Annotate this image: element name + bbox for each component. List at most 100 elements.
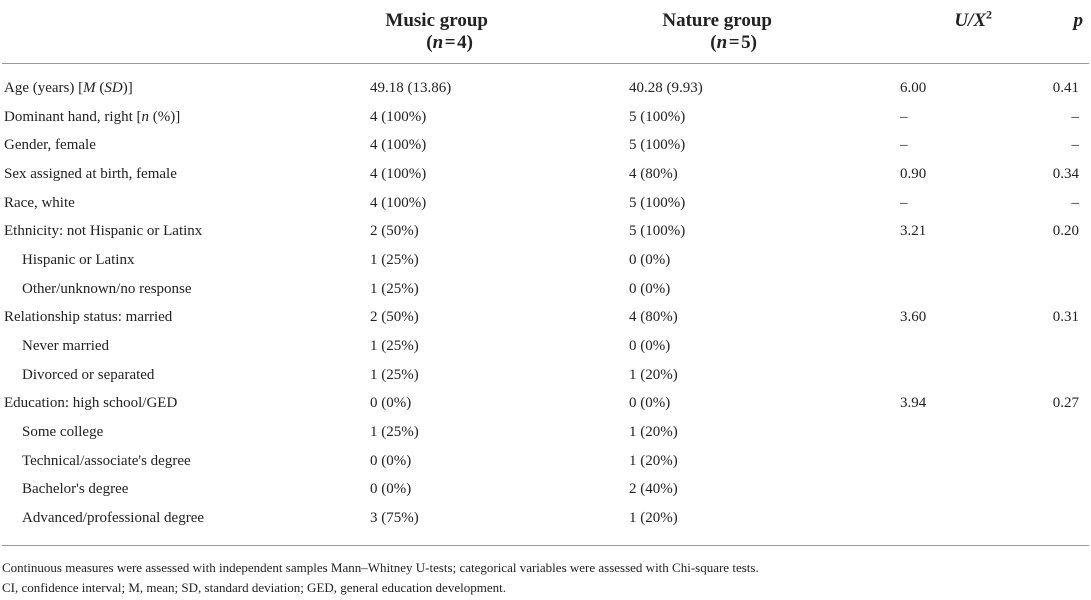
cell-p-value: [998, 447, 1089, 476]
row-label: Ethnicity: not Hispanic or Latinx: [4, 223, 203, 240]
cell-u-statistic: [886, 504, 998, 547]
table-note-2: CI, confidence interval; M, mean; SD, st…: [2, 580, 506, 595]
header-nature-n-text: (n = 5): [710, 32, 757, 53]
row-label: Sex assigned at birth, female: [4, 165, 177, 182]
row-label: Hispanic or Latinx: [22, 251, 135, 268]
cell-p-value: [998, 504, 1089, 547]
table-row: Hispanic or Latinx 1 (25%) 0 (0%): [2, 246, 1089, 275]
cell-music: 1 (25%): [370, 366, 419, 383]
cell-p-value: [998, 361, 1089, 390]
cell-music: 0 (0%): [370, 452, 412, 469]
cell-u-statistic: 3.60: [900, 309, 927, 326]
header-blank-4: [998, 32, 1089, 64]
cell-p-value: [998, 418, 1089, 447]
header-u-text: U/X: [954, 10, 986, 31]
cell-u-statistic: [886, 332, 998, 361]
cell-nature: 0 (0%): [629, 338, 671, 355]
header-u-superscript: 2: [986, 7, 992, 22]
table-row: Never married 1 (25%) 0 (0%): [2, 332, 1089, 361]
row-label: Other/unknown/no response: [22, 280, 192, 297]
cell-nature: 5 (100%): [629, 137, 686, 154]
table-row: Divorced or separated 1 (25%) 1 (20%): [2, 361, 1089, 390]
row-label: Never married: [22, 338, 110, 355]
cell-music: 2 (50%): [370, 309, 419, 326]
row-label: Gender, female: [4, 137, 96, 154]
cell-p-value: –: [1071, 108, 1080, 125]
cell-nature: 1 (20%): [600, 504, 886, 547]
cell-nature: 1 (20%): [629, 452, 678, 469]
cell-music: 1 (25%): [370, 424, 419, 441]
cell-nature: 5 (100%): [629, 194, 686, 211]
cell-u-statistic: [886, 361, 998, 390]
cell-nature: 40.28 (9.93): [629, 79, 703, 96]
cell-music: 1 (25%): [370, 280, 419, 297]
cell-music: 4 (100%): [370, 194, 427, 211]
header-music-group: Music group: [385, 10, 488, 31]
row-label: Advanced/professional degree: [2, 504, 310, 547]
cell-p-value: [998, 332, 1089, 361]
cell-p-value: [998, 476, 1089, 505]
cell-music: 4 (100%): [370, 108, 427, 125]
cell-u-statistic: 6.00: [900, 79, 927, 96]
table-note-1: Continuous measures were assessed with i…: [2, 560, 759, 575]
cell-p-value: 0.31: [1052, 309, 1079, 326]
cell-p-value: 0.27: [1052, 395, 1079, 412]
cell-p-value: [998, 246, 1089, 275]
cell-nature: 0 (0%): [629, 395, 671, 412]
table-row: Technical/associate's degree 0 (0%) 1 (20%…: [2, 447, 1089, 476]
cell-u-statistic: [886, 418, 998, 447]
table-notes: Continuous measures were assessed with i…: [2, 558, 759, 598]
cell-nature: 1 (20%): [629, 424, 678, 441]
cell-p-value: 0.34: [1052, 165, 1079, 182]
cell-u-statistic: [886, 447, 998, 476]
table-row: Race, white 4 (100%) 5 (100%) – –: [2, 189, 1089, 218]
cell-music: 1 (25%): [370, 251, 419, 268]
cell-p-value: 0.20: [1052, 223, 1079, 240]
table-row: Education: high school/GED 0 (0%) 0 (0%) 3.…: [2, 390, 1089, 419]
cell-u-statistic: 3.94: [900, 395, 927, 412]
row-label: Age (years) [M (SD)]: [4, 79, 133, 96]
table-row: Sex assigned at birth, female 4 (100%) 4 (…: [2, 160, 1089, 189]
table-row: Relationship status: married 2 (50%) 4 (80…: [2, 304, 1089, 333]
header-blank: [2, 0, 310, 32]
cell-music: 3 (75%): [310, 504, 600, 547]
header-nature-group: Nature group: [662, 10, 772, 31]
row-label: Dominant hand, right [n (%)]: [4, 108, 181, 125]
table-row: Other/unknown/no response 1 (25%) 0 (0%): [2, 275, 1089, 304]
cell-nature: 5 (100%): [629, 223, 686, 240]
table-row: Gender, female 4 (100%) 5 (100%) – –: [2, 131, 1089, 160]
table-body: Age (years) [M (SD)] 49.18 (13.86) 40.28 (…: [2, 64, 1089, 547]
cell-u-statistic: –: [900, 108, 908, 125]
table-row: Dominant hand, right [n (%)] 4 (100%) 5 (1…: [2, 103, 1089, 132]
row-label: Race, white: [4, 194, 75, 211]
table-row: Some college 1 (25%) 1 (20%): [2, 418, 1089, 447]
cell-u-statistic: 3.21: [900, 223, 927, 240]
cell-u-statistic: [886, 246, 998, 275]
cell-nature: 2 (40%): [629, 481, 678, 498]
cell-music: 2 (50%): [370, 223, 419, 240]
cell-u-statistic: [886, 476, 998, 505]
header-p-value: p: [1073, 10, 1084, 31]
cell-nature: 4 (80%): [629, 165, 678, 182]
cell-p-value: [998, 275, 1089, 304]
header-nature-n: (n = 5): [600, 32, 886, 64]
cell-music: 0 (0%): [370, 481, 412, 498]
demographics-table: Music group Nature group U/X2 p (n = 4) …: [2, 0, 1089, 547]
cell-p-value: –: [1071, 137, 1080, 154]
header-blank-3: [886, 32, 998, 64]
cell-u-statistic: 0.90: [900, 165, 927, 182]
cell-p-value: –: [1071, 194, 1080, 211]
row-label: Divorced or separated: [22, 366, 155, 383]
cell-music: 4 (100%): [370, 137, 427, 154]
row-label: Bachelor's degree: [22, 481, 129, 498]
cell-nature: 0 (0%): [629, 280, 671, 297]
cell-music: 49.18 (13.86): [370, 79, 452, 96]
cell-u-statistic: [886, 275, 998, 304]
row-label: Some college: [22, 424, 104, 441]
table-row: Ethnicity: not Hispanic or Latinx 2 (50%)…: [2, 217, 1089, 246]
header-u-statistic: U/X2: [886, 0, 998, 32]
row-label: Relationship status: married: [4, 309, 173, 326]
table-row: Age (years) [M (SD)] 49.18 (13.86) 40.28 (…: [2, 64, 1089, 103]
cell-nature: 4 (80%): [629, 309, 678, 326]
